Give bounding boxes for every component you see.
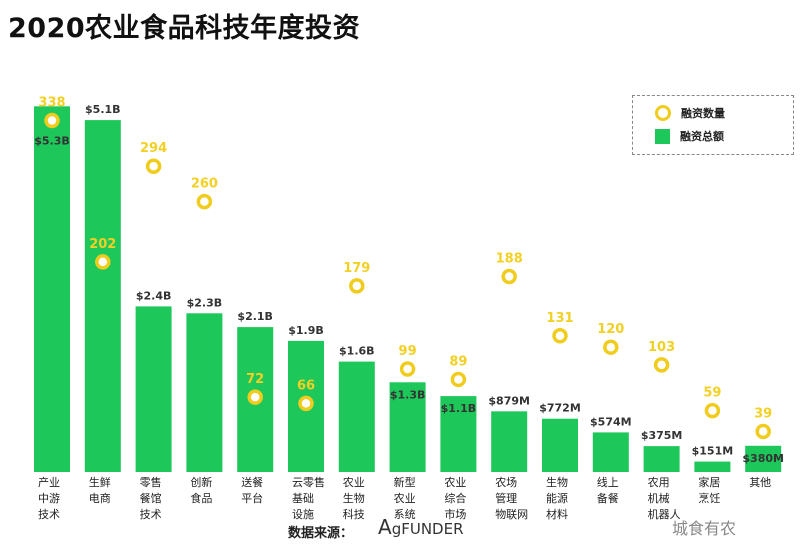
amount-label: $1.1B (441, 402, 477, 415)
count-marker (196, 193, 213, 210)
count-label: 59 (703, 386, 721, 401)
count-marker (44, 112, 60, 129)
bar (389, 382, 426, 472)
count-label: 179 (343, 261, 370, 276)
amount-label: $1.3B (390, 388, 426, 401)
count-marker (704, 402, 721, 419)
amount-label: $5.1B (85, 103, 121, 116)
count-marker (95, 254, 111, 270)
count-marker (552, 328, 568, 344)
category-label: 送餐 平台 (241, 476, 264, 505)
category-label: 家居 烹饪 (698, 476, 721, 505)
amount-label: $375M (641, 429, 683, 442)
legend-label: 融资数量 (681, 107, 725, 120)
bar (694, 461, 731, 472)
count-label: 66 (297, 378, 315, 393)
count-marker (450, 371, 467, 388)
count-label: 103 (648, 340, 675, 355)
bar (542, 418, 578, 472)
amount-label: $1.9B (288, 324, 324, 337)
amount-label: $2.1B (237, 310, 273, 323)
category-label: 生物 能源 材料 (546, 476, 568, 521)
square-marker-icon (655, 128, 670, 144)
legend-label: 融资总额 (680, 130, 724, 143)
category-label: 新型 农业 系统 (393, 476, 416, 521)
bar (84, 120, 121, 472)
count-marker (145, 158, 162, 174)
count-marker (349, 278, 365, 294)
bar (186, 313, 223, 472)
category-label: 产业 中游 技术 (38, 476, 60, 521)
category-label: 创新 食品 (190, 476, 213, 505)
legend: 融资数量 融资总额 (632, 95, 794, 155)
count-marker (501, 268, 517, 285)
count-marker (755, 423, 771, 440)
count-marker (298, 395, 314, 412)
count-label: 338 (38, 95, 65, 110)
category-label: 其他 (749, 476, 772, 489)
category-label: 农场 管理 物联网 (495, 476, 529, 521)
amount-label: $2.3B (187, 296, 223, 309)
count-label: 260 (191, 177, 218, 192)
count-marker (399, 361, 416, 377)
legend-item-amount: 融资总额 (655, 128, 724, 144)
bar (338, 361, 375, 472)
bar (643, 446, 680, 472)
count-marker (653, 357, 670, 373)
amount-label: $380M (742, 452, 784, 465)
source-label: 数据来源： (288, 526, 354, 541)
legend-item-count: 融资数量 (655, 105, 725, 121)
category-label: 云零售 基础 设施 (292, 476, 325, 521)
amount-label: $574M (590, 415, 632, 428)
amount-label: $5.3B (34, 134, 70, 147)
category-label: 农用 机械 机器人 (647, 476, 681, 521)
bar (34, 106, 70, 473)
category-label: 零售 餐馆 技术 (139, 476, 162, 521)
bar (491, 411, 528, 472)
count-label: 72 (246, 372, 264, 387)
category-label: 生鲜 电商 (88, 476, 111, 505)
bar (135, 306, 172, 472)
ring-marker-icon (655, 105, 671, 121)
count-marker (603, 339, 619, 355)
watermark: 城食有农 (672, 519, 737, 538)
amount-label: $1.6B (339, 345, 375, 358)
amount-label: $2.4B (136, 289, 172, 302)
count-label: 202 (89, 237, 116, 252)
count-label: 39 (754, 406, 772, 421)
amount-label: $772M (539, 402, 581, 415)
bar (745, 445, 782, 472)
count-label: 89 (449, 354, 467, 369)
count-label: 188 (496, 251, 523, 266)
bar (440, 396, 477, 472)
bar (592, 432, 629, 472)
chart-title: 2020农业食品科技年度投资 (8, 13, 361, 44)
category-label: 农业 综合 市场 (444, 476, 467, 521)
amount-label: $151M (692, 445, 734, 458)
amount-label: $879M (488, 394, 530, 407)
count-label: 294 (140, 141, 167, 156)
agfunder-logo: AgFUNDER (378, 515, 464, 539)
category-label: 线上 备餐 (596, 476, 619, 505)
count-label: 99 (399, 344, 417, 359)
count-label: 120 (597, 322, 624, 337)
category-label: 农业 生物 科技 (342, 476, 365, 521)
count-marker (247, 389, 263, 405)
count-label: 131 (546, 311, 573, 326)
